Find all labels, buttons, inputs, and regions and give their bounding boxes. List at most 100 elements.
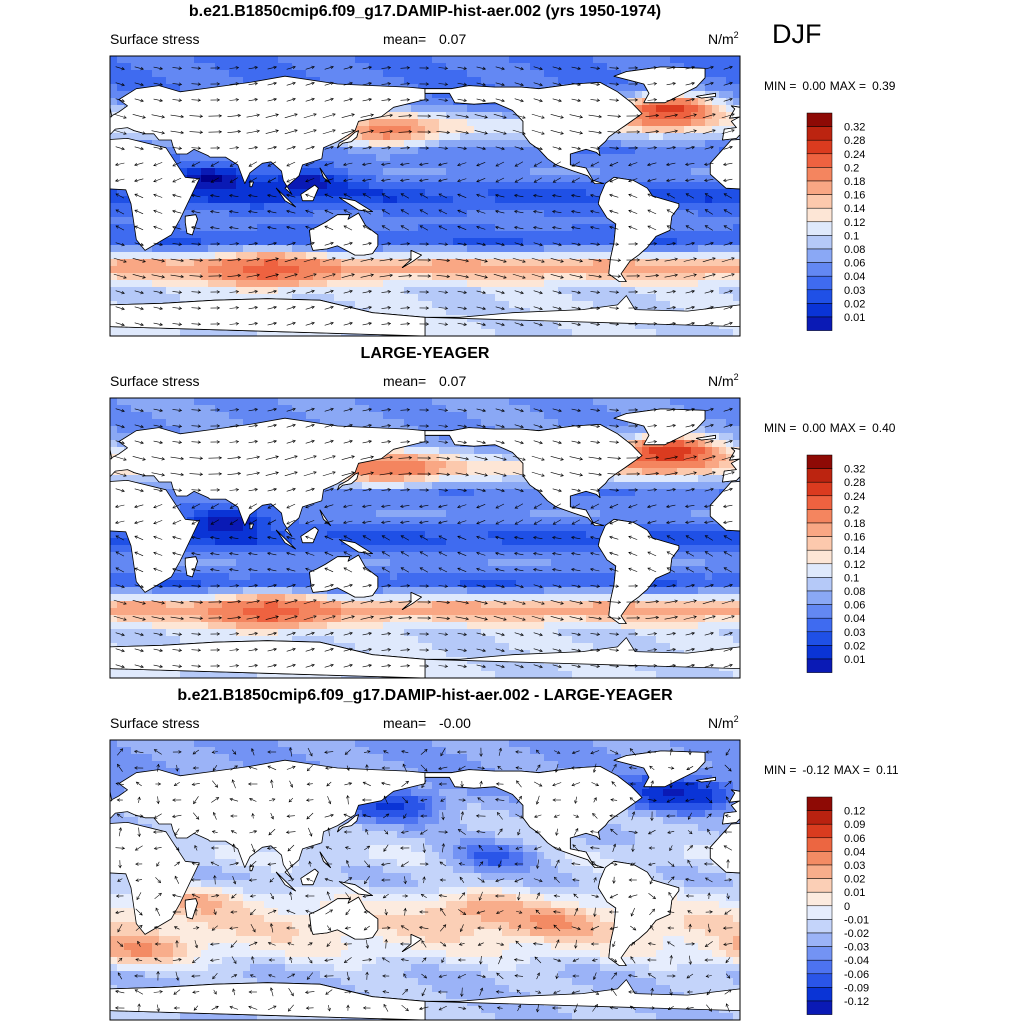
colorbar-swatch [806, 549, 833, 565]
colorbar-tick-label: 0.24 [844, 491, 865, 503]
colorbar-tick-label: 0.03 [844, 627, 865, 639]
colorbar-tick-label: 0.2 [844, 162, 859, 174]
min-label: MIN = [764, 421, 796, 435]
map-frame [109, 739, 741, 1021]
map-frame [109, 397, 741, 679]
colorbar-swatch [806, 987, 833, 1002]
colorbar-swatch [806, 316, 833, 331]
colorbar-tick-label: 0.12 [844, 806, 865, 818]
max-value: 0.11 [876, 763, 899, 777]
colorbar-swatch [806, 631, 833, 646]
variable-label: Surface stress [110, 715, 199, 731]
colorbar-tick-label: 0.1 [844, 230, 859, 242]
units-base: N/m [708, 373, 734, 389]
colorbar-swatch [806, 303, 833, 318]
colorbar-tick-label: 0.24 [844, 149, 865, 161]
colorbar-swatch [806, 481, 833, 497]
colorbar-tick-label: -0.06 [844, 969, 869, 981]
colorbar-tick-label: 0.18 [844, 176, 865, 188]
colorbar-swatch [806, 810, 833, 825]
colorbar-tick-label: 0.02 [844, 874, 865, 886]
colorbar-swatch [806, 194, 833, 209]
colorbar-tick-label: 0.01 [844, 887, 865, 899]
mean-value: -0.00 [439, 715, 471, 731]
panel-3: b.e21.B1850cmip6.f09_g17.DAMIP-hist-aer.… [109, 687, 899, 1021]
colorbar-tick-label: 0.08 [844, 244, 865, 256]
mean-value: 0.07 [439, 373, 466, 389]
min-value: 0.00 [802, 79, 826, 93]
colorbar-tick-label: 0.1 [844, 572, 859, 584]
units-label: N/m2 [708, 372, 739, 389]
max-label: MAX = [830, 79, 866, 93]
colorbar-swatch [806, 658, 833, 673]
colorbar-swatch [806, 454, 833, 469]
colorbar-swatch [806, 221, 833, 236]
colorbar-swatch [806, 275, 833, 291]
variable-label: Surface stress [110, 373, 199, 389]
colorbar-tick-label: 0.06 [844, 600, 865, 612]
min-max-label: MIN = -0.12 MAX = 0.11 [764, 763, 899, 777]
stress-vectors [114, 746, 733, 1013]
units-label: N/m2 [708, 714, 739, 731]
colorbar-swatch [806, 796, 833, 811]
variable-label: Surface stress [110, 31, 199, 47]
colorbar-swatch [806, 139, 833, 155]
max-value: 0.40 [872, 421, 896, 435]
colorbar-swatch [806, 823, 833, 839]
land-mask [110, 750, 740, 1020]
colorbar-swatch [806, 289, 833, 304]
colorbar-tick-label: -0.03 [844, 942, 869, 954]
colorbar-swatch [806, 878, 833, 893]
panel-2: LARGE-YEAGER Surface stress mean= 0.07 N/m2 M… [109, 345, 896, 679]
units-exponent: 2 [734, 372, 739, 382]
colorbar-tick-label: 0.18 [844, 518, 865, 530]
colorbar-tick-label: 0.28 [844, 135, 865, 147]
colorbar-swatch [806, 167, 833, 182]
colorbar-tick-label: 0.12 [844, 217, 865, 229]
colorbar-tick-label: -0.02 [844, 928, 869, 940]
min-value: 0.00 [802, 421, 826, 435]
colorbar-tick-label: 0.12 [844, 559, 865, 571]
colorbar-swatch [806, 590, 833, 605]
units-base: N/m [708, 31, 734, 47]
colorbar-swatch [806, 153, 833, 168]
colorbar-swatch [806, 495, 833, 510]
colorbar-swatch [806, 959, 833, 975]
colorbar-swatch [806, 509, 833, 524]
colorbar-swatch [806, 563, 833, 578]
colorbar-swatch [806, 536, 833, 551]
colorbar-tick-label: 0.32 [844, 122, 865, 134]
colorbar-swatch [806, 837, 833, 852]
colorbar: 0.120.09 0.060.04 0.03 0.020.01 0-0.01 -0.02 -… [806, 796, 869, 1015]
min-label: MIN = [764, 79, 796, 93]
colorbar-swatch [806, 617, 833, 633]
max-label: MAX = [830, 421, 866, 435]
min-value: -0.12 [802, 763, 830, 777]
colorbar: 0.320.28 0.240.2 0.18 0.160.14 0.120.1 0.08 0.… [806, 454, 865, 673]
colorbar-swatch [806, 180, 833, 195]
colorbar-swatch [806, 522, 833, 537]
colorbar-swatch [806, 891, 833, 907]
mean-label: mean= [383, 715, 426, 731]
colorbar-tick-label: 0.08 [844, 586, 865, 598]
colorbar-tick-label: 0.16 [844, 532, 865, 544]
stress-vectors [113, 407, 735, 669]
mean-value: 0.07 [439, 31, 466, 47]
mean-label: mean= [383, 373, 426, 389]
colorbar: 0.320.28 0.240.2 0.18 0.160.14 0.120.1 0.08 0.… [806, 112, 865, 331]
colorbar-tick-label: 0.06 [844, 833, 865, 845]
colorbar-swatch [806, 468, 833, 483]
colorbar-tick-label: -0.01 [844, 914, 869, 926]
colorbar-tick-label: 0.28 [844, 477, 865, 489]
colorbar-swatch [806, 919, 833, 934]
colorbar-swatch [806, 126, 833, 141]
panel-1: b.e21.B1850cmip6.f09_g17.DAMIP-hist-aer.… [109, 3, 896, 337]
colorbar-tick-label: 0.14 [844, 203, 865, 215]
colorbar-swatch [806, 248, 833, 263]
colorbar-tick-label: -0.09 [844, 982, 869, 994]
colorbar-swatch [806, 262, 833, 277]
colorbar-swatch [806, 207, 833, 223]
colorbar-swatch [806, 864, 833, 879]
units-label: N/m2 [708, 30, 739, 47]
